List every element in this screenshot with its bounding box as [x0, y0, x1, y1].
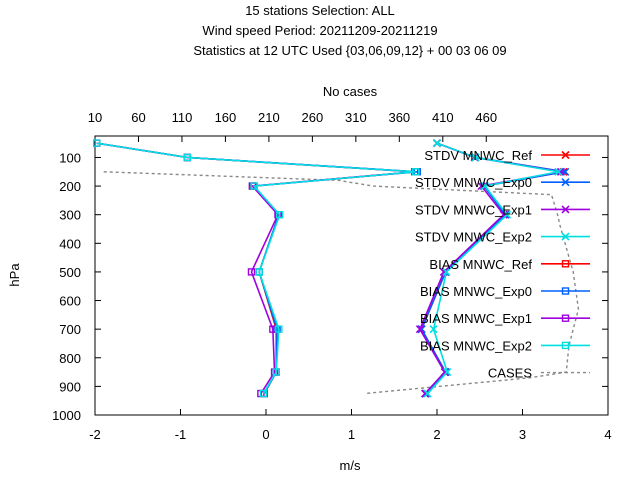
data-point-stdv-mnwc-exp2 — [442, 267, 451, 276]
y-tick-label: 900 — [59, 379, 81, 394]
data-point-stdv-mnwc-exp1 — [477, 182, 486, 191]
data-point-bias-mnwc-exp2 — [275, 210, 284, 219]
chart-title-line-3: Statistics at 12 UTC Used {03,06,09,12} … — [193, 43, 506, 58]
x2-tick-label: 110 — [172, 110, 193, 125]
y-tick-label: 400 — [59, 236, 81, 251]
data-point-bias-mnwc-exp1 — [247, 268, 256, 276]
series-line-bias-mnwc-exp2 — [96, 142, 416, 394]
x-tick-label: -2 — [89, 427, 101, 442]
x2-tick-label: 10 — [88, 110, 102, 125]
legend-marker-stdv-mnwc-exp1 — [561, 205, 570, 214]
data-point-bias-mnwc-exp2 — [411, 168, 420, 176]
legend-marker-stdv-mnwc-exp0 — [561, 178, 570, 187]
legend-marker-bias-mnwc-exp0 — [561, 287, 570, 295]
legend-label-bias-mnwc-exp2: BIAS MNWC_Exp2 — [420, 338, 532, 353]
data-point-stdv-mnwc-exp1 — [420, 389, 430, 398]
data-point-stdv-mnwc-exp2 — [471, 153, 480, 162]
data-point-bias-mnwc-exp2 — [259, 389, 268, 398]
data-point-bias-mnwc-exp2 — [272, 368, 280, 376]
data-point-stdv-mnwc-exp2 — [480, 182, 489, 191]
data-point-bias-mnwc-exp2 — [250, 182, 258, 190]
y-tick-label: 600 — [59, 294, 81, 309]
legend-label-bias-mnwc-exp0: BIAS MNWC_Exp0 — [420, 284, 532, 299]
series-layer — [93, 139, 580, 398]
data-point-stdv-mnwc-exp0 — [417, 325, 426, 334]
data-point-stdv-mnwc-exp2 — [423, 389, 432, 398]
data-point-bias-mnwc-exp2 — [183, 153, 192, 162]
data-point-stdv-mnwc-exp2 — [503, 210, 512, 219]
x2-tick-label: 160 — [215, 110, 237, 125]
y-tick-label: 700 — [59, 322, 81, 337]
data-point-stdv-mnwc-exp0 — [501, 210, 510, 219]
data-point-bias-mnwc-exp2 — [93, 139, 101, 147]
legend-label-stdv-mnwc-exp0: STDV MNWC_Exp0 — [415, 175, 532, 190]
y-tick-label: 300 — [59, 208, 81, 223]
legend-label-bias-mnwc-ref: BIAS MNWC_Ref — [429, 257, 532, 272]
data-point-stdv-mnwc-exp2 — [432, 139, 442, 148]
y-tick-label: 1000 — [52, 408, 81, 423]
x-tick-label: -1 — [175, 427, 187, 442]
x-tick-label: 2 — [433, 427, 440, 442]
legend-label-stdv-mnwc-ref: STDV MNWC_Ref — [424, 148, 532, 163]
data-point-stdv-mnwc-exp1 — [415, 325, 424, 334]
x-tick-label: 1 — [348, 427, 355, 442]
chart-title-line-2: Wind speed Period: 20211209-20211219 — [202, 23, 437, 38]
x-axis-label: m/s — [340, 458, 361, 473]
legend: STDV MNWC_Ref STDV MNWC_Exp0 STDV MNWC_Exp… — [415, 148, 590, 381]
x2-axis-label: No cases — [323, 84, 378, 99]
y-tick-label: 100 — [59, 150, 81, 165]
data-point-stdv-mnwc-exp2 — [443, 368, 452, 377]
data-point-bias-mnwc-exp2 — [255, 268, 263, 276]
legend-marker-stdv-mnwc-exp2 — [561, 232, 570, 241]
data-point-stdv-mnwc-exp2 — [429, 325, 438, 334]
legend-marker-bias-mnwc-exp1 — [561, 314, 570, 322]
legend-marker-bias-mnwc-exp2 — [561, 341, 570, 350]
y-tick-label: 800 — [59, 351, 81, 366]
y-tick-label: 500 — [59, 265, 81, 280]
x2-tick-label: 310 — [345, 110, 367, 125]
x2-tick-label: 360 — [388, 110, 410, 125]
y-axis-label: hPa — [7, 263, 22, 287]
y-tick-label: 200 — [59, 179, 81, 194]
legend-label-cases: CASES — [488, 366, 532, 381]
legend-label-stdv-mnwc-exp2: STDV MNWC_Exp2 — [415, 230, 532, 245]
legend-label-stdv-mnwc-exp1: STDV MNWC_Exp1 — [415, 202, 532, 217]
legend-marker-bias-mnwc-ref — [561, 260, 570, 268]
x2-tick-label: 260 — [302, 110, 324, 125]
x2-tick-label: 210 — [258, 110, 280, 125]
x2-tick-label: 460 — [475, 110, 497, 125]
data-point-stdv-mnwc-exp1 — [556, 167, 566, 176]
x-tick-label: 4 — [604, 427, 611, 442]
data-point-bias-mnwc-exp2 — [275, 325, 283, 333]
legend-marker-stdv-mnwc-ref — [561, 150, 570, 160]
chart-title-line-1: 15 stations Selection: ALL — [245, 3, 395, 18]
x-tick-label: 3 — [519, 427, 526, 442]
axis-ticks: -2 -1 0 1 2 3 410 60 110 160 210 260 310 360 410 460100… — [52, 110, 612, 442]
data-point-stdv-mnwc-exp2 — [554, 167, 563, 176]
x2-tick-label: 60 — [131, 110, 145, 125]
x-tick-label: 0 — [262, 427, 269, 442]
x2-tick-label: 410 — [432, 110, 454, 125]
legend-label-bias-mnwc-exp1: BIAS MNWC_Exp1 — [420, 311, 532, 326]
